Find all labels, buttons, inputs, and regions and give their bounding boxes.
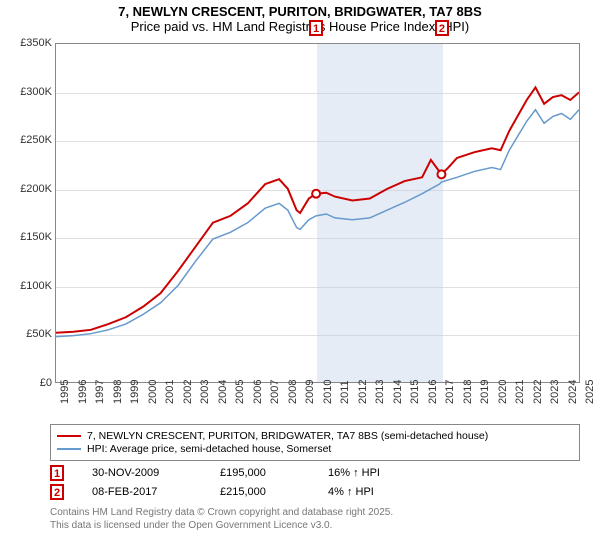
footer-attribution: Contains HM Land Registry data © Crown c…	[50, 506, 580, 532]
sale-index-marker: 2	[50, 484, 64, 500]
legend-swatch	[57, 448, 81, 450]
legend-swatch	[57, 435, 81, 437]
y-axis-label: £150K	[10, 231, 52, 243]
y-axis-label: £350K	[10, 37, 52, 49]
x-axis-label: 2025	[584, 380, 600, 404]
footer-line: Contains HM Land Registry data © Crown c…	[50, 506, 580, 519]
sale-price: £195,000	[220, 467, 300, 479]
y-axis-label: £50K	[10, 328, 52, 340]
sale-date: 08-FEB-2017	[92, 486, 192, 498]
y-axis-label: £200K	[10, 183, 52, 195]
sale-marker-box: 2	[435, 20, 449, 36]
chart-legend: 7, NEWLYN CRESCENT, PURITON, BRIDGWATER,…	[50, 424, 580, 461]
y-axis-label: £0	[10, 377, 52, 389]
legend-item: 7, NEWLYN CRESCENT, PURITON, BRIDGWATER,…	[57, 430, 573, 442]
y-axis-label: £250K	[10, 134, 52, 146]
y-axis-label: £100K	[10, 280, 52, 292]
legend-label: HPI: Average price, semi-detached house,…	[87, 443, 331, 455]
sales-table: 1 30-NOV-2009 £195,000 16% ↑ HPI 2 08-FEB-201…	[50, 465, 580, 500]
sale-price: £215,000	[220, 486, 300, 498]
page-subtitle: Price paid vs. HM Land Registry's House …	[0, 19, 600, 34]
price-chart: £0£50K£100K£150K£200K£250K£300K£350K 12 …	[10, 38, 590, 418]
series-hpi	[56, 110, 579, 337]
sale-delta: 16% ↑ HPI	[328, 467, 380, 479]
legend-label: 7, NEWLYN CRESCENT, PURITON, BRIDGWATER,…	[87, 430, 488, 442]
series-property	[56, 87, 579, 332]
sale-row: 2 08-FEB-2017 £215,000 4% ↑ HPI	[50, 484, 580, 500]
sale-delta: 4% ↑ HPI	[328, 486, 374, 498]
sale-row: 1 30-NOV-2009 £195,000 16% ↑ HPI	[50, 465, 580, 481]
chart-lines	[56, 44, 579, 382]
legend-item: HPI: Average price, semi-detached house,…	[57, 443, 573, 455]
footer-line: This data is licensed under the Open Gov…	[50, 519, 580, 532]
sale-dot	[312, 190, 320, 198]
sale-index-marker: 1	[50, 465, 64, 481]
sale-date: 30-NOV-2009	[92, 467, 192, 479]
sale-dot	[437, 170, 445, 178]
page-title: 7, NEWLYN CRESCENT, PURITON, BRIDGWATER,…	[0, 4, 600, 19]
y-axis-label: £300K	[10, 86, 52, 98]
sale-marker-box: 1	[309, 20, 323, 36]
